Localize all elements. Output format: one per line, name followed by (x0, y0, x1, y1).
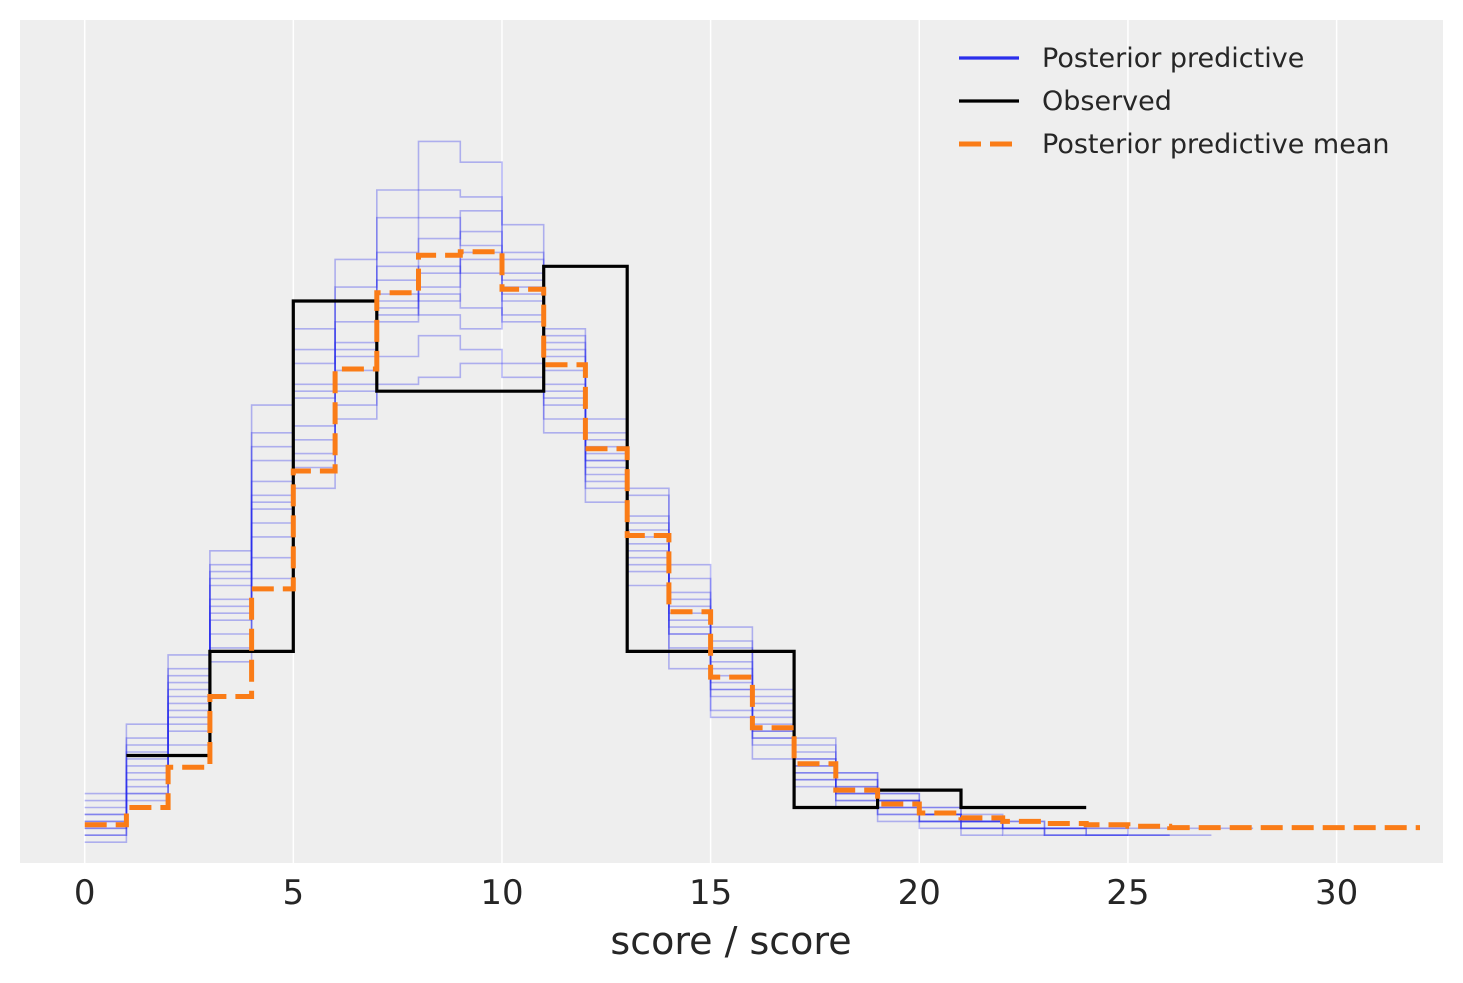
observed-line-group (126, 264, 1087, 810)
posterior-mean-line-group (84, 249, 1420, 831)
x-tick-label: 15 (689, 873, 732, 913)
legend-label-2: Posterior predictive mean (1042, 129, 1389, 160)
posterior-sample-line-0 (84, 189, 1087, 830)
x-axis-ticks: 0 5 10 15 20 25 30 (74, 873, 1358, 913)
x-tick-label: 25 (1106, 873, 1149, 913)
legend-label-0: Posterior predictive (1042, 43, 1304, 74)
posterior-mean-line (84, 249, 1420, 831)
x-tick-label: 20 (898, 873, 941, 913)
x-tick-label: 10 (480, 873, 523, 913)
x-tick-label: 0 (74, 873, 96, 913)
legend: Posterior predictive Observed Posterior pr… (959, 43, 1389, 160)
x-axis-label: score / score (610, 919, 851, 963)
x-tick-label: 5 (283, 873, 305, 913)
observed-line (126, 264, 1087, 810)
legend-label-1: Observed (1042, 86, 1172, 117)
posterior-sample-line-10 (84, 251, 1170, 836)
x-tick-label: 30 (1315, 873, 1358, 913)
plot-background (20, 20, 1443, 863)
